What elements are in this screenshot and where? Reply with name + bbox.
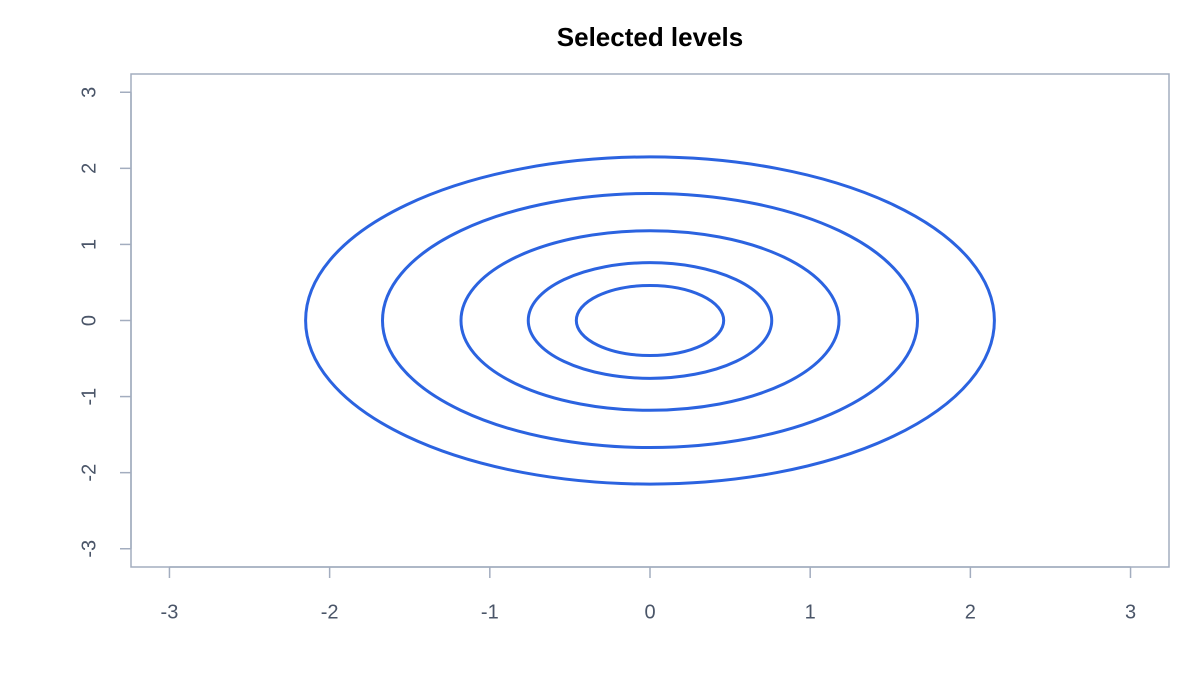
contour-line (304, 155, 996, 486)
contour-line (380, 191, 920, 450)
plot-frame (130, 73, 1170, 568)
x-tick-label: 2 (965, 601, 976, 623)
x-tick-label: -1 (481, 601, 499, 623)
y-tick-label: 0 (78, 315, 100, 326)
y-tick-label: -1 (78, 388, 100, 406)
contour-line (526, 261, 774, 380)
y-tick-label: 2 (78, 163, 100, 174)
y-tick-label: -2 (78, 464, 100, 482)
chart-title: Selected levels (557, 22, 743, 52)
y-tick-label: 1 (78, 239, 100, 250)
y-tick-label: 3 (78, 87, 100, 98)
contour-line (459, 229, 841, 412)
x-tick-label: -2 (321, 601, 339, 623)
x-tick-label: 3 (1125, 601, 1136, 623)
x-tick-label: -3 (161, 601, 179, 623)
y-tick-label: -3 (78, 540, 100, 558)
contour-line (574, 284, 726, 357)
x-tick-label: 0 (644, 601, 655, 623)
x-tick-label: 1 (805, 601, 816, 623)
